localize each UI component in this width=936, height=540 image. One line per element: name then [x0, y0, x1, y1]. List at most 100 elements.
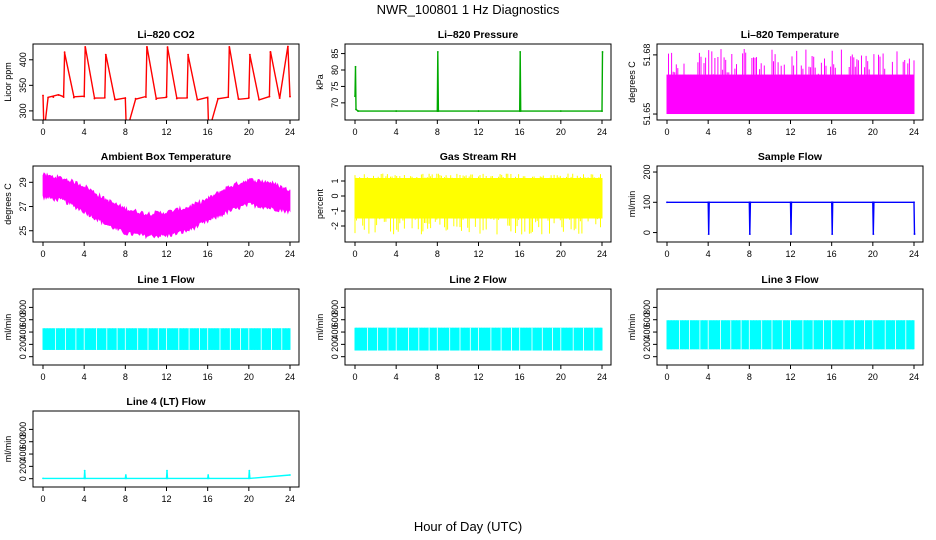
- data-point: [913, 233, 916, 235]
- x-tick-label: 20: [868, 127, 878, 137]
- y-axis-label: ml/min: [3, 314, 13, 341]
- y-tick-label: 600: [18, 312, 28, 327]
- y-tick-label: 1: [330, 178, 340, 183]
- data-point: [72, 96, 75, 99]
- data-point: [227, 96, 230, 98]
- x-tick-label: 4: [82, 494, 87, 504]
- data-point: [228, 46, 231, 48]
- x-tick-label: 8: [123, 249, 128, 259]
- chart-series: [666, 201, 916, 235]
- chart-title: Line 1 Flow: [137, 274, 195, 286]
- data-point: [601, 51, 604, 53]
- x-tick-label: 12: [785, 372, 795, 382]
- chart-panel: Sample Flow 0 4 8 12 16 20 24 0 100 200 ml/min: [627, 151, 924, 259]
- chart-panel: Li–820 Temperature 0 4 8 12 16 20 24 51.65 51.68 d…: [627, 29, 924, 137]
- data-point: [269, 51, 272, 54]
- y-tick-label: 29: [18, 177, 28, 187]
- y-axis-label: degrees C: [3, 183, 13, 225]
- data-point: [103, 96, 106, 99]
- x-tick-label: 16: [203, 494, 213, 504]
- x-tick-label: 8: [123, 372, 128, 382]
- data-point: [354, 95, 356, 98]
- data-point: [145, 96, 147, 98]
- chart-series: [42, 328, 291, 350]
- data-point: [477, 110, 480, 112]
- data-point: [125, 477, 128, 480]
- data-point: [62, 96, 65, 98]
- data-point: [913, 201, 915, 204]
- data-point: [206, 97, 209, 100]
- data-point: [83, 469, 86, 472]
- x-tick-label: 12: [161, 494, 171, 504]
- series-line: [667, 201, 916, 235]
- x-tick-label: 20: [556, 249, 566, 259]
- series-variation: [354, 327, 603, 351]
- x-tick-label: 0: [40, 372, 45, 382]
- data-point: [708, 201, 711, 204]
- chart-panel: Ambient Box Temperature 0 4 8 12 16 20 24 25 27 29…: [3, 151, 300, 259]
- y-tick-label: 300: [18, 103, 28, 118]
- chart-title: Li–820 Temperature: [741, 29, 840, 41]
- data-point: [287, 45, 289, 48]
- x-tick-label: 24: [909, 372, 919, 382]
- data-point: [124, 97, 127, 100]
- x-tick-label: 0: [352, 127, 357, 137]
- y-tick-label: 0: [642, 230, 652, 235]
- chart-title: Gas Stream RH: [440, 151, 516, 163]
- data-point: [248, 469, 251, 472]
- y-axis-label: percent: [315, 188, 325, 219]
- x-tick-label: 0: [664, 127, 669, 137]
- data-point: [268, 95, 271, 98]
- x-tick-label: 20: [556, 372, 566, 382]
- x-tick-label: 16: [203, 127, 213, 137]
- data-point: [666, 201, 668, 204]
- y-axis-label: ml/min: [627, 191, 637, 218]
- x-tick-label: 20: [244, 494, 254, 504]
- data-point: [357, 110, 359, 112]
- x-tick-label: 8: [747, 372, 752, 382]
- x-tick-label: 16: [203, 249, 213, 259]
- series-line: [43, 470, 291, 480]
- x-tick-label: 24: [909, 249, 919, 259]
- x-tick-label: 12: [161, 372, 171, 382]
- x-tick-label: 0: [40, 127, 45, 137]
- y-tick-label: 400: [330, 325, 340, 340]
- chart-panel: Li–820 CO2 0 4 8 12 16 20 24 300 350 400 Licor ppm: [3, 29, 300, 137]
- series-line: [354, 51, 604, 112]
- x-tick-label: 4: [706, 249, 711, 259]
- y-tick-label: 600: [330, 312, 340, 327]
- y-tick-label: 200: [642, 337, 652, 352]
- data-point: [289, 95, 291, 98]
- data-point: [104, 53, 107, 56]
- y-tick-label: 400: [642, 325, 652, 340]
- x-tick-label: 12: [473, 372, 483, 382]
- x-tick-label: 12: [785, 127, 795, 137]
- data-point: [258, 98, 261, 101]
- x-tick-label: 8: [435, 372, 440, 382]
- chart-title: Line 2 Flow: [449, 274, 507, 286]
- plot-frame: [32, 288, 300, 366]
- x-tick-label: 8: [435, 249, 440, 259]
- x-tick-label: 0: [664, 249, 669, 259]
- x-tick-label: 4: [82, 249, 87, 259]
- data-point: [124, 474, 127, 476]
- x-tick-label: 4: [394, 249, 399, 259]
- data-point: [166, 477, 169, 480]
- x-tick-label: 0: [40, 494, 45, 504]
- data-point: [47, 96, 50, 99]
- x-tick-label: 4: [394, 372, 399, 382]
- x-tick-label: 12: [161, 249, 171, 259]
- y-tick-label: 200: [330, 337, 340, 352]
- y-tick-label: 100: [642, 195, 652, 210]
- chart-series: [42, 469, 291, 480]
- y-tick-label: 800: [330, 300, 340, 315]
- y-tick-label: 600: [18, 434, 28, 449]
- y-tick-label: 800: [642, 300, 652, 315]
- series-variation: [666, 320, 915, 350]
- data-point: [247, 96, 250, 99]
- y-tick-label: 75: [330, 81, 340, 91]
- data-point: [354, 65, 357, 68]
